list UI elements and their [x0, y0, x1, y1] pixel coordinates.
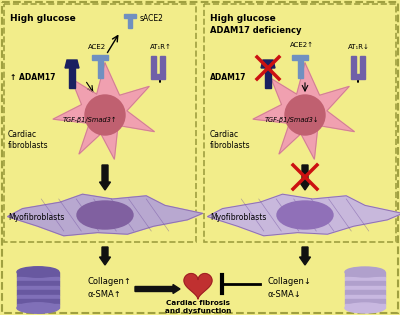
Text: Cardiac fibrosis
and dysfunction: Cardiac fibrosis and dysfunction — [165, 300, 231, 313]
FancyArrow shape — [135, 284, 180, 294]
Bar — [160, 56, 165, 74]
Bar — [17, 281, 59, 285]
Bar — [128, 18, 132, 28]
Ellipse shape — [345, 303, 385, 313]
Bar — [345, 290, 385, 295]
Bar — [17, 299, 59, 303]
Text: ACE2↑: ACE2↑ — [290, 42, 314, 48]
Bar — [345, 277, 385, 281]
Polygon shape — [65, 60, 79, 68]
FancyArrow shape — [100, 247, 110, 265]
Bar — [351, 74, 365, 79]
Text: Myofibroblasts: Myofibroblasts — [210, 214, 266, 222]
Bar — [345, 299, 385, 303]
Text: ↑ ADAM17: ↑ ADAM17 — [10, 73, 56, 83]
Bar — [98, 60, 102, 78]
Text: High glucose: High glucose — [210, 14, 276, 23]
Bar — [17, 272, 59, 277]
Ellipse shape — [277, 201, 333, 229]
Polygon shape — [184, 273, 212, 299]
Ellipse shape — [345, 267, 385, 277]
Polygon shape — [8, 194, 202, 236]
Bar — [4, 4, 196, 242]
Bar — [345, 303, 385, 308]
Text: AT₁R↓: AT₁R↓ — [348, 44, 370, 50]
Bar — [17, 290, 59, 295]
FancyArrow shape — [300, 165, 310, 190]
Text: Collagen↓: Collagen↓ — [268, 277, 312, 286]
Text: Cardiac
fibroblasts: Cardiac fibroblasts — [8, 130, 49, 150]
Bar — [151, 56, 156, 74]
Text: α-SMA↑: α-SMA↑ — [88, 290, 122, 299]
Bar — [298, 60, 302, 78]
Polygon shape — [261, 60, 275, 68]
Bar — [345, 272, 385, 277]
Text: sACE2: sACE2 — [140, 14, 164, 23]
Bar — [345, 285, 385, 290]
Bar — [17, 285, 59, 290]
Text: ACE2: ACE2 — [88, 44, 106, 50]
Bar — [69, 68, 75, 88]
Text: Collagen↑: Collagen↑ — [88, 277, 132, 286]
Text: ADAM17: ADAM17 — [210, 73, 246, 83]
Bar — [345, 295, 385, 299]
Bar — [204, 4, 396, 242]
Polygon shape — [53, 63, 154, 159]
FancyArrow shape — [100, 165, 110, 190]
Text: Myofibroblasts: Myofibroblasts — [8, 214, 64, 222]
Bar — [17, 277, 59, 281]
Bar — [265, 68, 271, 88]
Ellipse shape — [17, 267, 59, 277]
Text: High glucose: High glucose — [10, 14, 76, 23]
Bar — [351, 56, 356, 74]
Text: α-SMA↓: α-SMA↓ — [268, 290, 302, 299]
Polygon shape — [253, 63, 354, 159]
Ellipse shape — [77, 201, 133, 229]
FancyArrow shape — [300, 247, 310, 265]
Bar — [17, 295, 59, 299]
Bar — [124, 14, 136, 18]
Circle shape — [85, 95, 125, 135]
Text: TGF-β1/Smad3↓: TGF-β1/Smad3↓ — [265, 117, 319, 123]
Polygon shape — [208, 194, 400, 236]
Text: TGF-β1/Smad3↑: TGF-β1/Smad3↑ — [63, 117, 117, 123]
Bar — [360, 56, 365, 74]
Text: AT₁R↑: AT₁R↑ — [150, 44, 172, 50]
Text: Cardiac
fibroblasts: Cardiac fibroblasts — [210, 130, 251, 150]
Text: ADAM17 deficiency: ADAM17 deficiency — [210, 26, 302, 35]
Ellipse shape — [17, 303, 59, 313]
Circle shape — [285, 95, 325, 135]
Bar — [292, 55, 308, 60]
Bar — [17, 303, 59, 308]
Bar — [151, 74, 165, 79]
Bar — [92, 55, 108, 60]
Bar — [345, 281, 385, 285]
